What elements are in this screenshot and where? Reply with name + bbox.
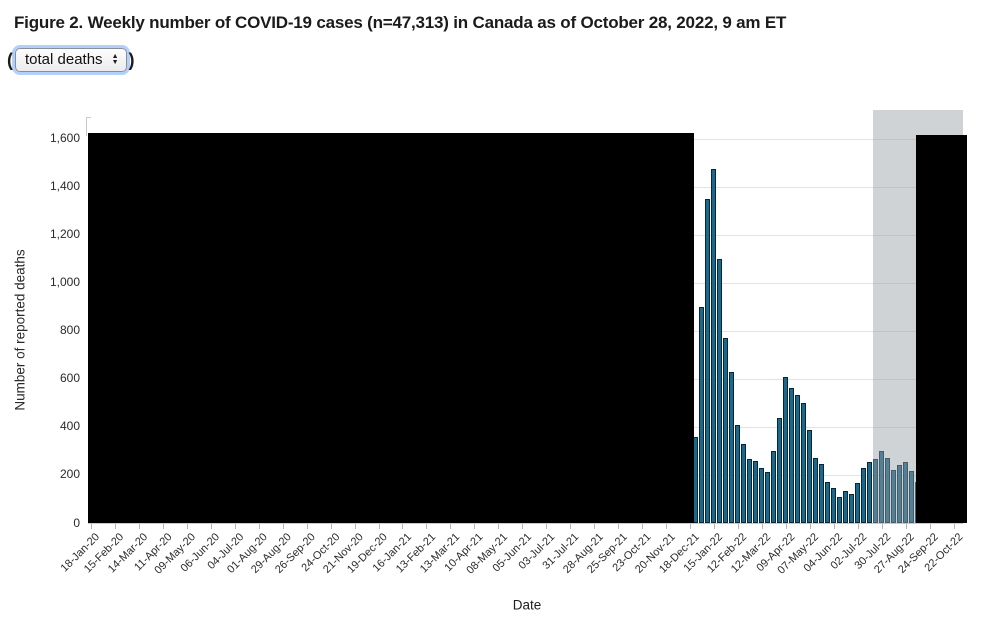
x-tick [546, 524, 548, 529]
bar[interactable] [711, 168, 717, 523]
x-tick [330, 524, 332, 529]
x-tick [857, 524, 859, 529]
bar[interactable] [909, 471, 915, 523]
x-tick [905, 524, 907, 529]
bar[interactable] [789, 388, 795, 523]
x-tick [162, 524, 164, 529]
metric-selector-row: ( total deaths ▲ ▼ ) [7, 45, 135, 75]
y-tick-label: 200 [59, 467, 80, 482]
bar[interactable] [705, 198, 711, 523]
bar[interactable] [741, 443, 747, 523]
bar[interactable] [903, 461, 909, 523]
x-tick [570, 524, 572, 529]
bar[interactable] [855, 482, 861, 523]
x-tick [378, 524, 380, 529]
metric-select-value: total deaths [25, 51, 103, 68]
x-tick [210, 524, 212, 529]
bar[interactable] [795, 394, 801, 523]
x-tick [737, 524, 739, 529]
x-tick [306, 524, 308, 529]
x-tick [282, 524, 284, 529]
x-tick [450, 524, 452, 529]
bar[interactable] [783, 377, 789, 523]
bar[interactable] [717, 258, 723, 523]
x-tick [642, 524, 644, 529]
bar[interactable] [897, 464, 903, 523]
bar[interactable] [771, 450, 777, 523]
bar[interactable] [885, 458, 891, 523]
bar[interactable] [747, 458, 753, 523]
bar[interactable] [693, 436, 699, 523]
paren-open: ( [7, 49, 13, 70]
x-tick [354, 524, 356, 529]
bar[interactable] [849, 494, 855, 523]
x-tick [809, 524, 811, 529]
paren-close: ) [128, 49, 135, 70]
x-tick [234, 524, 236, 529]
x-tick [91, 524, 92, 529]
bar[interactable] [801, 402, 807, 523]
bar[interactable] [837, 497, 843, 523]
y-tick-label: 0 [73, 515, 80, 530]
bar[interactable] [777, 418, 783, 523]
bar[interactable] [891, 470, 897, 523]
bar[interactable] [765, 471, 771, 523]
bar[interactable] [861, 467, 867, 523]
x-tick [186, 524, 188, 529]
bar[interactable] [867, 461, 873, 523]
x-tick [426, 524, 428, 529]
bar[interactable] [819, 463, 825, 523]
x-axis-line [88, 523, 963, 524]
bar[interactable] [753, 461, 759, 523]
y-tick-label: 1,200 [49, 227, 80, 242]
right-mask [915, 135, 967, 523]
bar[interactable] [873, 459, 879, 523]
bar[interactable] [729, 372, 735, 523]
bar[interactable] [735, 425, 741, 523]
x-tick [713, 524, 715, 529]
y-tick-label: 600 [59, 371, 80, 386]
y-tick-label: 400 [59, 419, 80, 434]
y-tick-label: 800 [59, 323, 80, 338]
x-axis-title: Date [512, 597, 542, 613]
x-tick [666, 524, 668, 529]
bar[interactable] [723, 338, 729, 523]
metric-select[interactable]: total deaths ▲ ▼ [15, 48, 127, 72]
x-tick [785, 524, 787, 529]
figure-title: Figure 2. Weekly number of COVID-19 case… [14, 13, 787, 32]
x-tick [498, 524, 500, 529]
x-tick [594, 524, 596, 529]
bar[interactable] [699, 306, 705, 523]
x-tick [402, 524, 404, 529]
select-arrows-icon: ▲ ▼ [111, 53, 119, 66]
bar[interactable] [807, 430, 813, 523]
x-tick [833, 524, 835, 529]
y-axis-line [86, 117, 87, 136]
bar[interactable] [831, 488, 837, 523]
x-tick [258, 524, 260, 529]
y-tick-label: 1,600 [49, 131, 80, 146]
y-tick-label: 1,000 [49, 275, 80, 290]
x-tick [522, 524, 524, 529]
bar[interactable] [879, 451, 885, 523]
x-tick [881, 524, 883, 529]
y-axis-cap [86, 117, 91, 118]
x-tick [618, 524, 620, 529]
x-tick [138, 524, 140, 529]
x-tick [690, 524, 691, 529]
x-tick [953, 524, 955, 529]
y-tick-label: 1,400 [49, 179, 80, 194]
bar[interactable] [843, 491, 849, 523]
bar[interactable] [759, 467, 765, 523]
left-mask [88, 133, 694, 523]
x-tick [761, 524, 763, 529]
bar[interactable] [825, 481, 831, 523]
x-tick [474, 524, 476, 529]
x-tick [929, 524, 931, 529]
x-tick [114, 524, 116, 529]
bar[interactable] [813, 457, 819, 523]
